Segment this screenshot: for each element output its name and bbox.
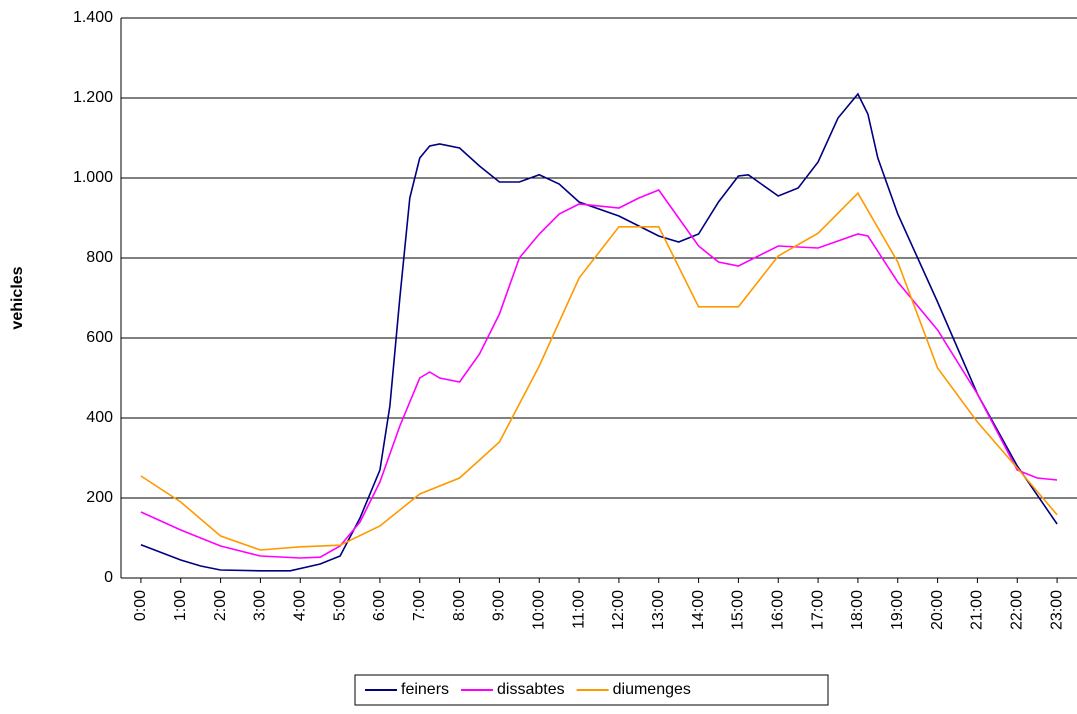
y-tick-label: 400 xyxy=(86,409,113,426)
x-tick-label: 21:00 xyxy=(969,590,986,630)
x-tick-label: 17:00 xyxy=(809,590,826,630)
y-tick-label: 1.200 xyxy=(73,89,113,106)
x-tick-label: 2:00 xyxy=(212,590,229,621)
x-tick-label: 3:00 xyxy=(252,590,269,621)
x-tick-label: 6:00 xyxy=(371,590,388,621)
x-tick-label: 0:00 xyxy=(132,590,149,621)
series-line xyxy=(140,92,1058,572)
legend-label: feiners xyxy=(401,681,449,698)
y-tick-label: 200 xyxy=(86,489,113,506)
legend-label: diumenges xyxy=(613,681,691,698)
y-tick-label: 1.400 xyxy=(73,9,113,26)
y-tick-label: 800 xyxy=(86,249,113,266)
x-tick-label: 14:00 xyxy=(690,590,707,630)
x-tick-label: 11:00 xyxy=(570,590,587,629)
x-tick-label: 1:00 xyxy=(172,590,189,621)
x-tick-label: 8:00 xyxy=(451,590,468,621)
x-tick-label: 23:00 xyxy=(1048,590,1065,630)
y-tick-label: 0 xyxy=(104,569,113,586)
x-tick-label: 20:00 xyxy=(929,590,946,630)
x-tick-label: 18:00 xyxy=(849,590,866,630)
x-tick-label: 4:00 xyxy=(291,590,308,621)
y-axis-label: vehicles xyxy=(9,266,26,329)
legend-label: dissabtes xyxy=(497,681,565,698)
x-tick-label: 7:00 xyxy=(411,590,428,621)
series-line xyxy=(140,191,1058,551)
series-line xyxy=(140,189,1058,559)
y-tick-label: 1.000 xyxy=(73,169,113,186)
x-tick-label: 19:00 xyxy=(889,590,906,630)
x-tick-label: 9:00 xyxy=(491,590,508,621)
x-tick-label: 13:00 xyxy=(650,590,667,630)
x-tick-label: 5:00 xyxy=(331,590,348,621)
x-tick-label: 22:00 xyxy=(1008,590,1025,630)
x-tick-label: 16:00 xyxy=(769,590,786,630)
x-tick-label: 15:00 xyxy=(730,590,747,630)
y-tick-label: 600 xyxy=(86,329,113,346)
x-tick-label: 12:00 xyxy=(610,590,627,630)
x-tick-label: 10:00 xyxy=(530,590,547,630)
